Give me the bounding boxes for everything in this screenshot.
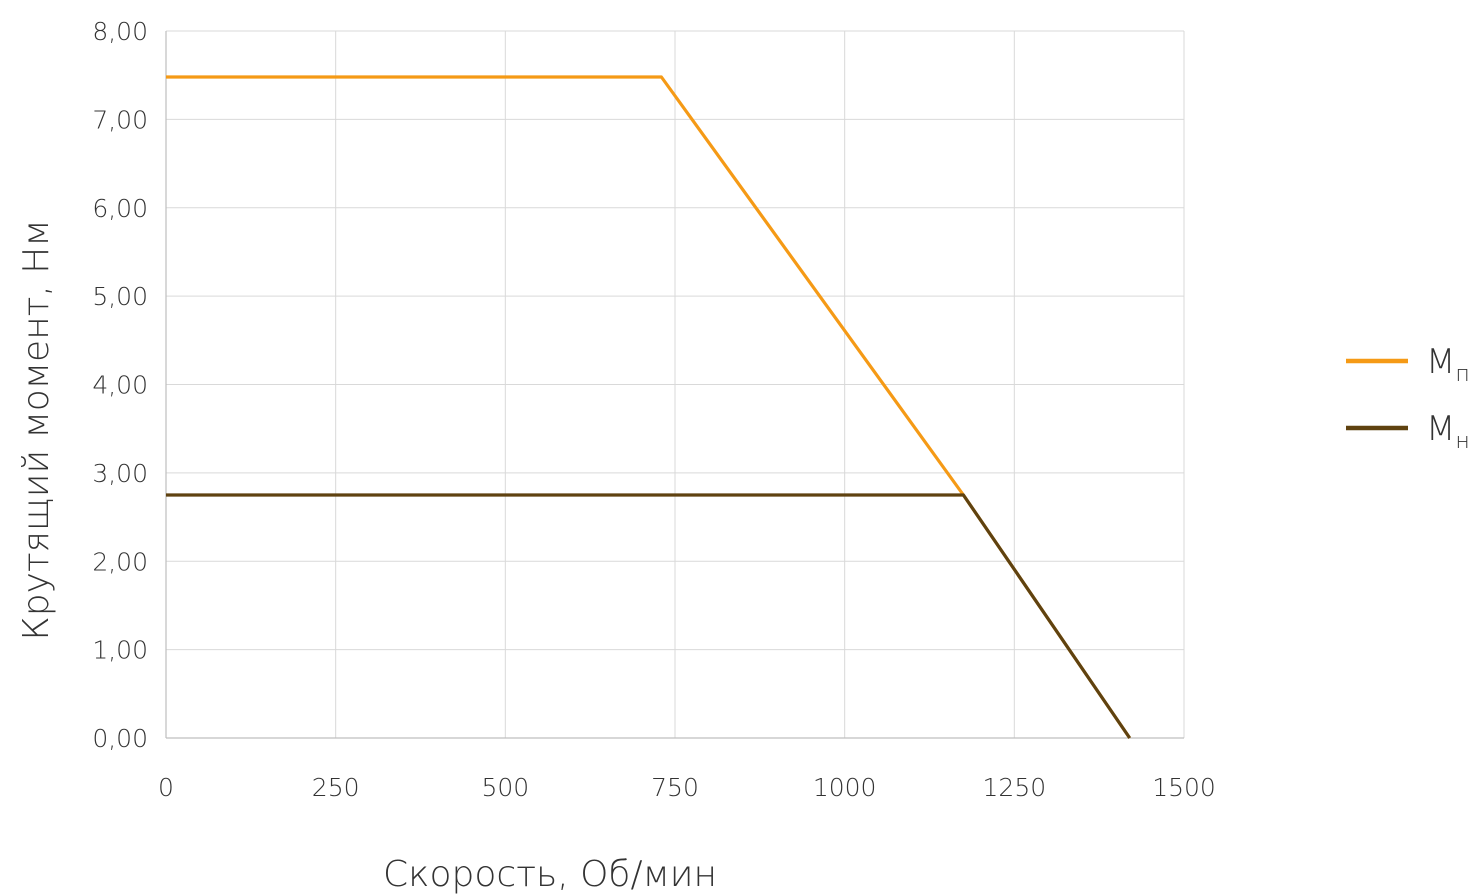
series-line-mp bbox=[166, 75, 1132, 739]
x-tick-label: 500 bbox=[481, 773, 529, 802]
x-axis-label: Скорость, Об/мин bbox=[383, 854, 717, 895]
y-tick-labels: 0,00 1,00 2,00 3,00 4,00 5,00 6,00 7,00 8,00 bbox=[92, 17, 148, 753]
y-axis-label: Крутящий момент, Нм bbox=[16, 219, 57, 640]
y-tick-label: 2,00 bbox=[92, 547, 148, 576]
axes bbox=[165, 31, 1184, 739]
grid-lines bbox=[166, 30, 1185, 738]
legend-label: Mп bbox=[1426, 342, 1470, 387]
x-tick-label: 0 bbox=[158, 773, 174, 802]
y-tick-label: 0,00 bbox=[92, 724, 148, 753]
series-line-mn bbox=[166, 493, 1132, 739]
y-tick-label: 7,00 bbox=[92, 105, 148, 134]
legend-label-sub: п bbox=[1455, 362, 1469, 387]
y-tick-label: 5,00 bbox=[92, 282, 148, 311]
legend-label-main: M bbox=[1426, 409, 1455, 449]
y-tick-label: 3,00 bbox=[92, 459, 148, 488]
x-tick-label: 250 bbox=[312, 773, 360, 802]
x-tick-labels: 0 250 500 750 1000 1250 1500 bbox=[158, 773, 1216, 802]
series-lines bbox=[166, 75, 1132, 739]
x-tick-label: 1500 bbox=[1152, 773, 1216, 802]
x-tick-label: 750 bbox=[651, 773, 699, 802]
x-tick-label: 1000 bbox=[813, 773, 877, 802]
y-tick-label: 1,00 bbox=[92, 636, 148, 665]
y-tick-label: 4,00 bbox=[92, 371, 148, 400]
y-tick-label: 6,00 bbox=[92, 194, 148, 223]
legend-label-sub: н bbox=[1455, 429, 1469, 454]
y-tick-label: 8,00 bbox=[92, 17, 148, 46]
legend-label: Mн bbox=[1426, 409, 1470, 454]
x-tick-label: 1250 bbox=[983, 773, 1047, 802]
legend-label-main: M bbox=[1426, 342, 1455, 382]
